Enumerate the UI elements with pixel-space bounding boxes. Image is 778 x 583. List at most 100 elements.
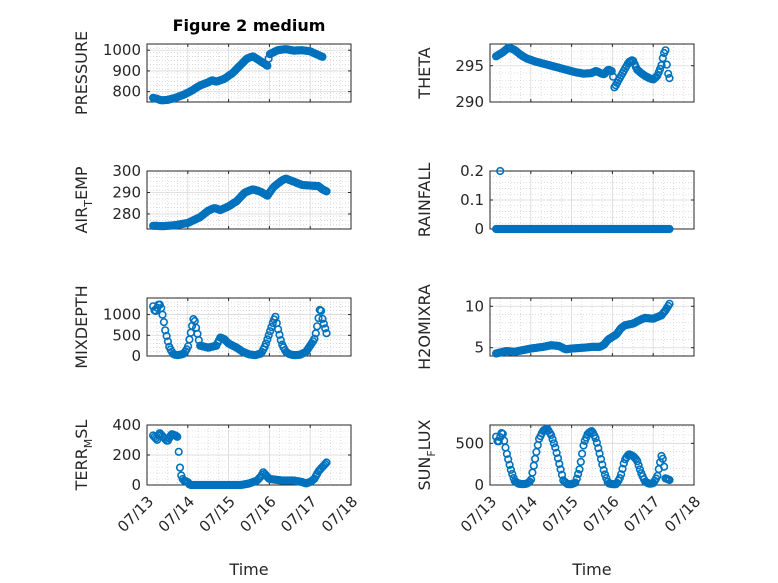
data-point bbox=[665, 299, 674, 308]
data-point bbox=[508, 469, 517, 479]
subplot-pressure: 800 900 1000 PRESSURE Figure 2 medium bbox=[72, 16, 352, 115]
y-tick-label: 500 bbox=[112, 326, 141, 344]
y-axis-label: RAINFALL bbox=[415, 163, 434, 238]
x-axis-label: Time bbox=[571, 560, 611, 579]
data-point bbox=[504, 455, 513, 464]
subplot-h2omixra: 5 10 H2OMIXRA bbox=[415, 284, 695, 370]
data-point bbox=[322, 187, 331, 196]
data-point bbox=[163, 337, 172, 346]
data-point bbox=[555, 459, 564, 469]
y-axis-label: SUNFLUX bbox=[415, 419, 438, 490]
data-point bbox=[658, 454, 667, 463]
data-point bbox=[592, 438, 602, 447]
data-point bbox=[594, 444, 603, 453]
data-point bbox=[313, 322, 322, 331]
data-point bbox=[633, 457, 642, 466]
axes-border bbox=[146, 43, 352, 103]
data-point bbox=[548, 435, 557, 444]
y-axis-label: THETA bbox=[415, 47, 434, 99]
data-point bbox=[556, 465, 565, 474]
data-point bbox=[276, 336, 285, 345]
data-point bbox=[552, 448, 561, 458]
data-point bbox=[596, 455, 606, 464]
data-point bbox=[599, 466, 608, 475]
data-point bbox=[598, 460, 607, 469]
data-point bbox=[549, 439, 559, 448]
data-point bbox=[319, 319, 328, 328]
data-point bbox=[575, 465, 584, 474]
y-tick-label: 10 bbox=[465, 297, 484, 315]
data-point bbox=[158, 310, 167, 319]
x-tick-label: 07/14 bbox=[155, 493, 198, 536]
data-point bbox=[662, 60, 671, 69]
data-point bbox=[506, 465, 516, 475]
data-point bbox=[591, 434, 600, 443]
chart-title: Figure 2 medium bbox=[173, 16, 326, 35]
y-tick-label: 1000 bbox=[103, 41, 141, 59]
x-tick-label: 07/13 bbox=[114, 493, 157, 536]
y-axis-label: PRESSURE bbox=[72, 31, 91, 115]
data-point bbox=[174, 447, 183, 456]
data-point bbox=[505, 460, 514, 470]
axes-border bbox=[146, 170, 352, 230]
y-tick-label: 280 bbox=[112, 205, 141, 223]
data-point bbox=[275, 330, 284, 339]
x-tick-label: 07/17 bbox=[277, 493, 320, 536]
data-point bbox=[634, 461, 643, 470]
data-point bbox=[664, 69, 673, 78]
data-point bbox=[571, 478, 580, 487]
y-tick-label: 500 bbox=[455, 434, 484, 452]
data-point bbox=[162, 331, 171, 341]
y-axis-label: AIRTEMP bbox=[72, 166, 95, 233]
data-point bbox=[153, 435, 162, 445]
x-axis-label: Time bbox=[228, 560, 268, 579]
y-tick-label: 0 bbox=[474, 220, 484, 238]
y-axis-label: H2OMIXRA bbox=[415, 284, 434, 370]
data-point bbox=[321, 459, 330, 469]
data-point bbox=[321, 324, 330, 333]
data-point bbox=[658, 53, 667, 63]
data-point bbox=[661, 46, 670, 55]
y-tick-label: 200 bbox=[112, 446, 141, 464]
data-point bbox=[595, 449, 604, 458]
data-point bbox=[659, 462, 669, 471]
data-point bbox=[665, 224, 674, 234]
x-tick-label: 07/14 bbox=[498, 493, 541, 536]
data-point bbox=[318, 314, 327, 324]
data-point bbox=[665, 73, 674, 83]
x-tick-label: 07/16 bbox=[236, 493, 279, 536]
data-point bbox=[553, 454, 563, 463]
y-tick-label: 300 bbox=[112, 162, 141, 180]
data-point bbox=[579, 441, 588, 450]
data-point bbox=[317, 306, 326, 315]
data-point bbox=[572, 474, 581, 483]
data-point bbox=[264, 331, 273, 340]
data-point bbox=[551, 443, 560, 452]
y-axis-label: MIXDEPTH bbox=[72, 285, 91, 368]
x-tick-label: 07/15 bbox=[196, 493, 239, 536]
x-tick-label: 07/15 bbox=[539, 493, 582, 536]
y-tick-label: 1000 bbox=[103, 306, 141, 324]
data-point bbox=[577, 449, 587, 458]
data-point bbox=[318, 52, 327, 61]
y-tick-label: 0 bbox=[131, 347, 141, 365]
data-point bbox=[547, 431, 556, 440]
data-point bbox=[310, 334, 319, 344]
data-point bbox=[607, 67, 616, 76]
data-point bbox=[494, 437, 503, 446]
data-point bbox=[159, 318, 168, 327]
data-point bbox=[618, 464, 627, 474]
data-point bbox=[263, 335, 272, 344]
subplot-mixdepth: 0 500 1000 MIXDEPTH bbox=[72, 285, 352, 369]
data-point bbox=[322, 458, 331, 467]
data-point bbox=[274, 325, 283, 334]
x-tick-label: 07/13 bbox=[457, 493, 500, 536]
subplot-rainfall: 0 0.1 0.2 RAINFALL bbox=[415, 162, 695, 238]
data-point bbox=[175, 463, 185, 472]
axes-border bbox=[489, 297, 695, 357]
y-tick-label: 800 bbox=[112, 83, 141, 101]
y-tick-label: 400 bbox=[112, 416, 141, 434]
